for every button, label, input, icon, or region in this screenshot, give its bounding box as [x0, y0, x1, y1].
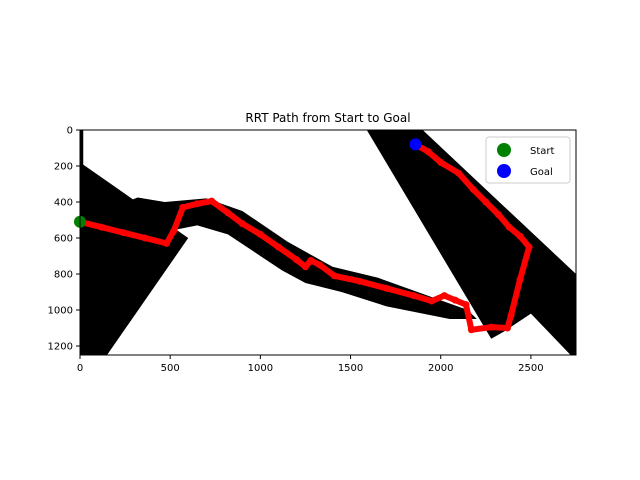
path-node [455, 169, 463, 177]
y-tick-label: 1000 [48, 306, 73, 317]
y-axis: 0 200 400 600 800 1000 1200 [48, 126, 80, 353]
path-node [141, 234, 149, 242]
path-node [292, 256, 300, 264]
legend-label-start: Start [530, 146, 555, 157]
path-node [503, 324, 511, 332]
x-tick-label: 1000 [248, 363, 273, 374]
path-node [469, 185, 477, 193]
legend: Start Goal [485, 136, 571, 184]
goal-marker [409, 138, 422, 151]
path-node [487, 323, 495, 331]
path-node [224, 209, 232, 217]
path-node [383, 284, 391, 292]
legend-swatch-goal [497, 164, 511, 178]
path-node [507, 311, 515, 319]
x-tick-label: 2000 [428, 363, 453, 374]
path-node [330, 272, 338, 280]
legend-box [485, 136, 571, 184]
path-node [193, 200, 201, 208]
plot-frame [79, 129, 577, 356]
path-node [437, 158, 445, 166]
y-tick-label: 1200 [48, 342, 73, 353]
path-node [356, 277, 364, 285]
x-axis: 0 500 1000 1500 2000 2500 [77, 355, 544, 374]
path-node [238, 220, 246, 228]
path-node [451, 296, 459, 304]
legend-label-goal: Goal [530, 167, 553, 178]
y-tick-label: 800 [54, 270, 73, 281]
path-node [505, 223, 513, 231]
y-tick-label: 0 [67, 126, 73, 137]
obstacle-left-edge-bar [80, 130, 84, 355]
path-node [516, 275, 524, 283]
path-node [410, 292, 418, 300]
legend-swatch-start [497, 143, 511, 157]
path-node [307, 257, 315, 264]
path-node [424, 148, 432, 156]
path-node [467, 326, 475, 334]
path-node [256, 230, 264, 238]
path-node [516, 232, 524, 240]
path-node [179, 203, 187, 211]
x-tick-label: 1500 [338, 363, 363, 374]
path-node [482, 198, 490, 206]
path-node [316, 261, 324, 269]
y-tick-label: 400 [54, 198, 73, 209]
path-node [208, 197, 216, 205]
path-node [428, 297, 436, 305]
y-tick-label: 200 [54, 162, 73, 173]
path-node [163, 239, 171, 247]
path-node [274, 243, 282, 251]
obstacle-right-band [366, 130, 576, 355]
path-node [525, 243, 533, 251]
path-line [80, 141, 533, 333]
path-node [462, 301, 470, 309]
path-node [119, 229, 127, 237]
x-tick-label: 0 [77, 363, 83, 374]
path-node [301, 263, 309, 271]
x-tick-label: 2500 [518, 363, 543, 374]
path-node [494, 211, 502, 219]
x-tick-label: 500 [161, 363, 180, 374]
y-tick-label: 600 [54, 234, 73, 245]
path-node [98, 223, 106, 231]
chart-title: RRT Path from Start to Goal [245, 111, 410, 125]
path-node [440, 292, 448, 300]
path-node [170, 227, 178, 235]
